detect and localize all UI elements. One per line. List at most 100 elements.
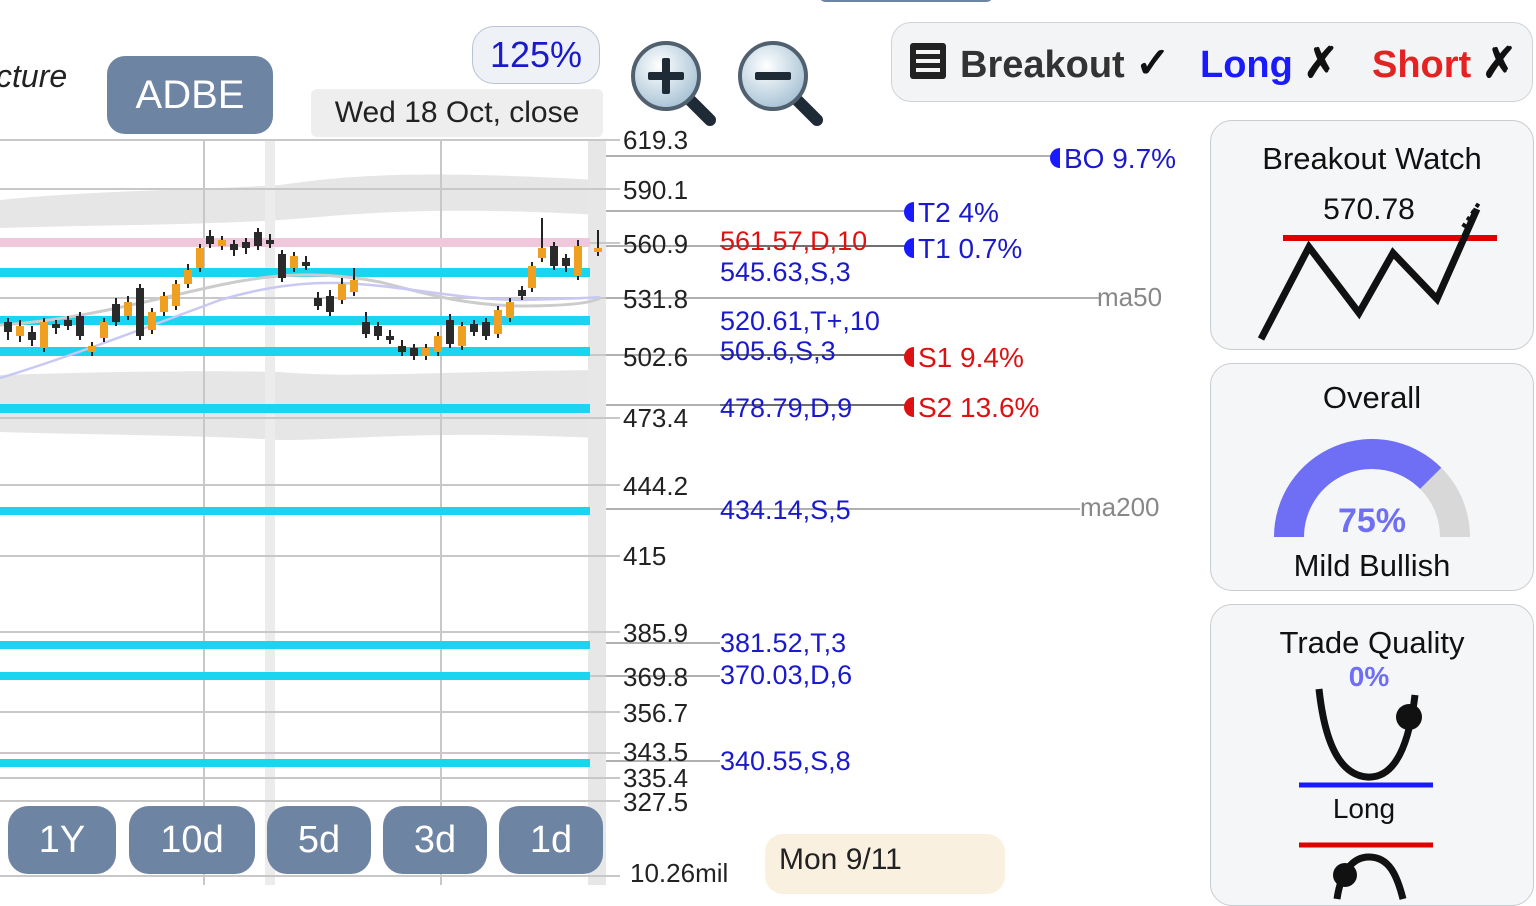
- candle-body: [494, 310, 502, 334]
- candle-body: [362, 322, 370, 334]
- range-button-3d[interactable]: 3d: [383, 806, 487, 874]
- list-icon[interactable]: [910, 43, 950, 81]
- candle-body: [446, 320, 454, 344]
- filter-short[interactable]: Short ✗: [1372, 39, 1517, 89]
- candle-body: [422, 348, 430, 356]
- filter-long[interactable]: Long ✗: [1200, 39, 1339, 89]
- candle-body: [482, 322, 490, 336]
- candle-body: [470, 324, 478, 332]
- level-label[interactable]: 381.52,T,3: [720, 628, 847, 658]
- top-tab[interactable]: [818, 0, 994, 2]
- candle-body: [184, 270, 192, 284]
- candle-body: [230, 244, 238, 250]
- candle-body: [160, 296, 168, 312]
- price-tick: 356.7: [623, 698, 689, 728]
- candle-body: [550, 246, 558, 266]
- target-label-t2[interactable]: T2 4%: [918, 197, 999, 228]
- range-button-10d[interactable]: 10d: [129, 806, 255, 874]
- target-label-t1[interactable]: T1 0.7%: [918, 233, 1023, 264]
- filter-breakout[interactable]: Breakout ✓: [960, 39, 1170, 89]
- candle-body: [386, 336, 394, 340]
- candle-body: [410, 348, 418, 356]
- candle-body: [52, 324, 60, 328]
- chart-structure-label: cture: [0, 58, 68, 94]
- volatility-cloud-upper: [0, 174, 600, 228]
- candle-body: [314, 298, 322, 306]
- resistance-band: [0, 238, 590, 247]
- price-tick: 385.9: [623, 618, 689, 648]
- candle-body: [338, 284, 346, 300]
- candle-body: [16, 326, 24, 336]
- current-day-band: [588, 140, 606, 885]
- level-label[interactable]: 370.03,D,6: [720, 660, 853, 690]
- price-tick: 327.5: [623, 787, 689, 817]
- check-icon: ✓: [1135, 39, 1171, 86]
- overall-panel[interactable]: Overall 75% Mild Bullish: [1210, 363, 1534, 591]
- breakout-pattern-icon: [1257, 201, 1497, 341]
- candle-body: [172, 284, 180, 306]
- level-label[interactable]: 434.14,S,5: [720, 495, 851, 525]
- ma200-label: ma200: [1080, 492, 1160, 522]
- target-label-bo[interactable]: BO 9.7%: [1064, 143, 1177, 174]
- price-chart[interactable]: [0, 0, 1536, 885]
- range-button-5d[interactable]: 5d: [267, 806, 371, 874]
- zoom-out-icon[interactable]: [735, 38, 823, 126]
- level-label[interactable]: 545.63,S,3: [720, 257, 851, 287]
- panel-title: Breakout Watch: [1262, 141, 1482, 176]
- candle-body: [28, 332, 36, 340]
- candle-body: [278, 254, 286, 278]
- candle-body: [398, 346, 406, 352]
- cross-icon: ✗: [1303, 39, 1339, 86]
- range-button-1d[interactable]: 1d: [499, 806, 603, 874]
- zoom-in-icon[interactable]: [628, 38, 716, 126]
- cross-icon: ✗: [1481, 39, 1517, 86]
- trade-quality-label: Long: [1332, 793, 1396, 824]
- support-bands: [0, 268, 590, 767]
- level-label[interactable]: 561.57,D,10: [720, 226, 868, 256]
- breakout-watch-panel[interactable]: Breakout Watch 570.78: [1210, 120, 1534, 350]
- cup-pattern-icon: [1299, 688, 1433, 788]
- signal-filter-bar: Breakout ✓ Long ✗ Short ✗: [891, 22, 1533, 102]
- candle-body: [76, 316, 84, 336]
- filter-long-label: Long: [1200, 44, 1293, 86]
- candle-body: [88, 346, 96, 352]
- candle-body: [218, 240, 226, 246]
- ma50-label: ma50: [1097, 282, 1163, 312]
- ticker-button[interactable]: ADBE: [107, 56, 273, 134]
- level-label[interactable]: 478.79,D,9: [720, 393, 853, 423]
- zoom-level-badge[interactable]: 125%: [472, 26, 600, 84]
- range-button-1y[interactable]: 1Y: [8, 806, 116, 874]
- level-label[interactable]: 520.61,T+,10: [720, 306, 880, 336]
- candle-body: [254, 232, 262, 246]
- candle-body: [112, 304, 120, 322]
- candle-body: [124, 302, 132, 316]
- candle-body: [206, 236, 214, 244]
- candle-body: [506, 302, 514, 318]
- price-tick: 590.1: [623, 175, 689, 205]
- level-overlap-lines: [720, 245, 908, 406]
- volume-label: 10.26mil: [630, 858, 729, 888]
- candle-body: [302, 262, 310, 266]
- target-markers: [904, 148, 1060, 417]
- breakout-price: 570.78: [1323, 193, 1415, 226]
- target-label-s2[interactable]: S2 13.6%: [918, 392, 1040, 423]
- panel-title: Overall: [1322, 380, 1422, 415]
- candle-body: [136, 288, 144, 336]
- price-tick: 343.5: [623, 737, 689, 767]
- price-tick: 473.4: [623, 403, 689, 433]
- trade-quality-panel[interactable]: Trade Quality 0% Long: [1210, 604, 1534, 906]
- chart-date-label: Wed 18 Oct, close: [311, 89, 603, 137]
- hover-date-label: Mon 9/11: [765, 834, 1005, 894]
- level-label[interactable]: 505.6,S,3: [720, 336, 836, 366]
- candle-body: [374, 326, 382, 336]
- panel-title: Trade Quality: [1279, 625, 1465, 660]
- candle-body: [594, 248, 602, 252]
- level-label[interactable]: 340.55,S,8: [720, 746, 851, 776]
- target-label-s1[interactable]: S1 9.4%: [918, 342, 1024, 373]
- candle-body: [518, 290, 526, 296]
- candle-body: [326, 296, 334, 312]
- candle-body: [290, 256, 298, 268]
- candle-body: [4, 322, 12, 332]
- candle-body: [350, 280, 358, 292]
- overall-label: Mild Bullish: [1293, 548, 1451, 583]
